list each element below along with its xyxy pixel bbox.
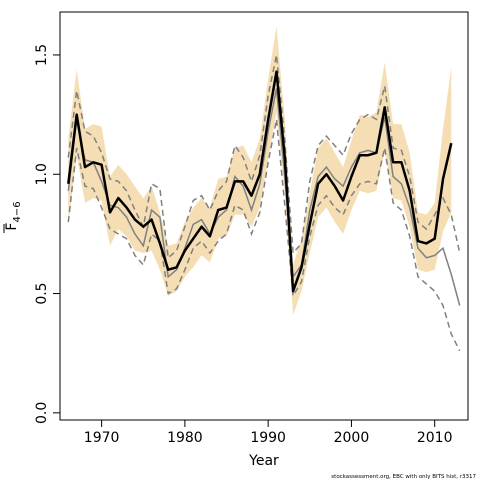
x-tick-label: 1970: [84, 430, 120, 446]
x-tick-label: 2010: [417, 430, 453, 446]
chart-caption: stockassessment.org, EBC with only BITS …: [331, 474, 476, 480]
series-line-comparison: [67, 88, 461, 306]
series-line-estimate: [67, 70, 453, 293]
y-axis-title: F4−6: [3, 201, 23, 233]
series-lines-layer: [67, 54, 461, 352]
series-line-comparison-upper: [67, 54, 461, 260]
svg-text:F4−6: F4−6: [4, 201, 23, 230]
y-axis-title-subscript: 4−6: [12, 201, 23, 222]
y-tick-label: 0.5: [34, 282, 50, 304]
y-tick-label: 1.5: [34, 44, 50, 66]
x-tick-label: 1980: [167, 430, 203, 446]
x-axis-title: Year: [248, 453, 279, 469]
series-line-comparison-lower: [67, 119, 461, 352]
x-tick-label: 2000: [334, 430, 370, 446]
y-axis-title-main: F: [4, 223, 20, 231]
x-tick-label: 1990: [250, 430, 286, 446]
y-tick-label: 0.0: [34, 402, 50, 424]
y-tick-label: 1.0: [34, 163, 50, 185]
axes-layer: 1970 1980 1990 2000 2010 0.0 0.5 1.0 1.5: [34, 44, 453, 446]
